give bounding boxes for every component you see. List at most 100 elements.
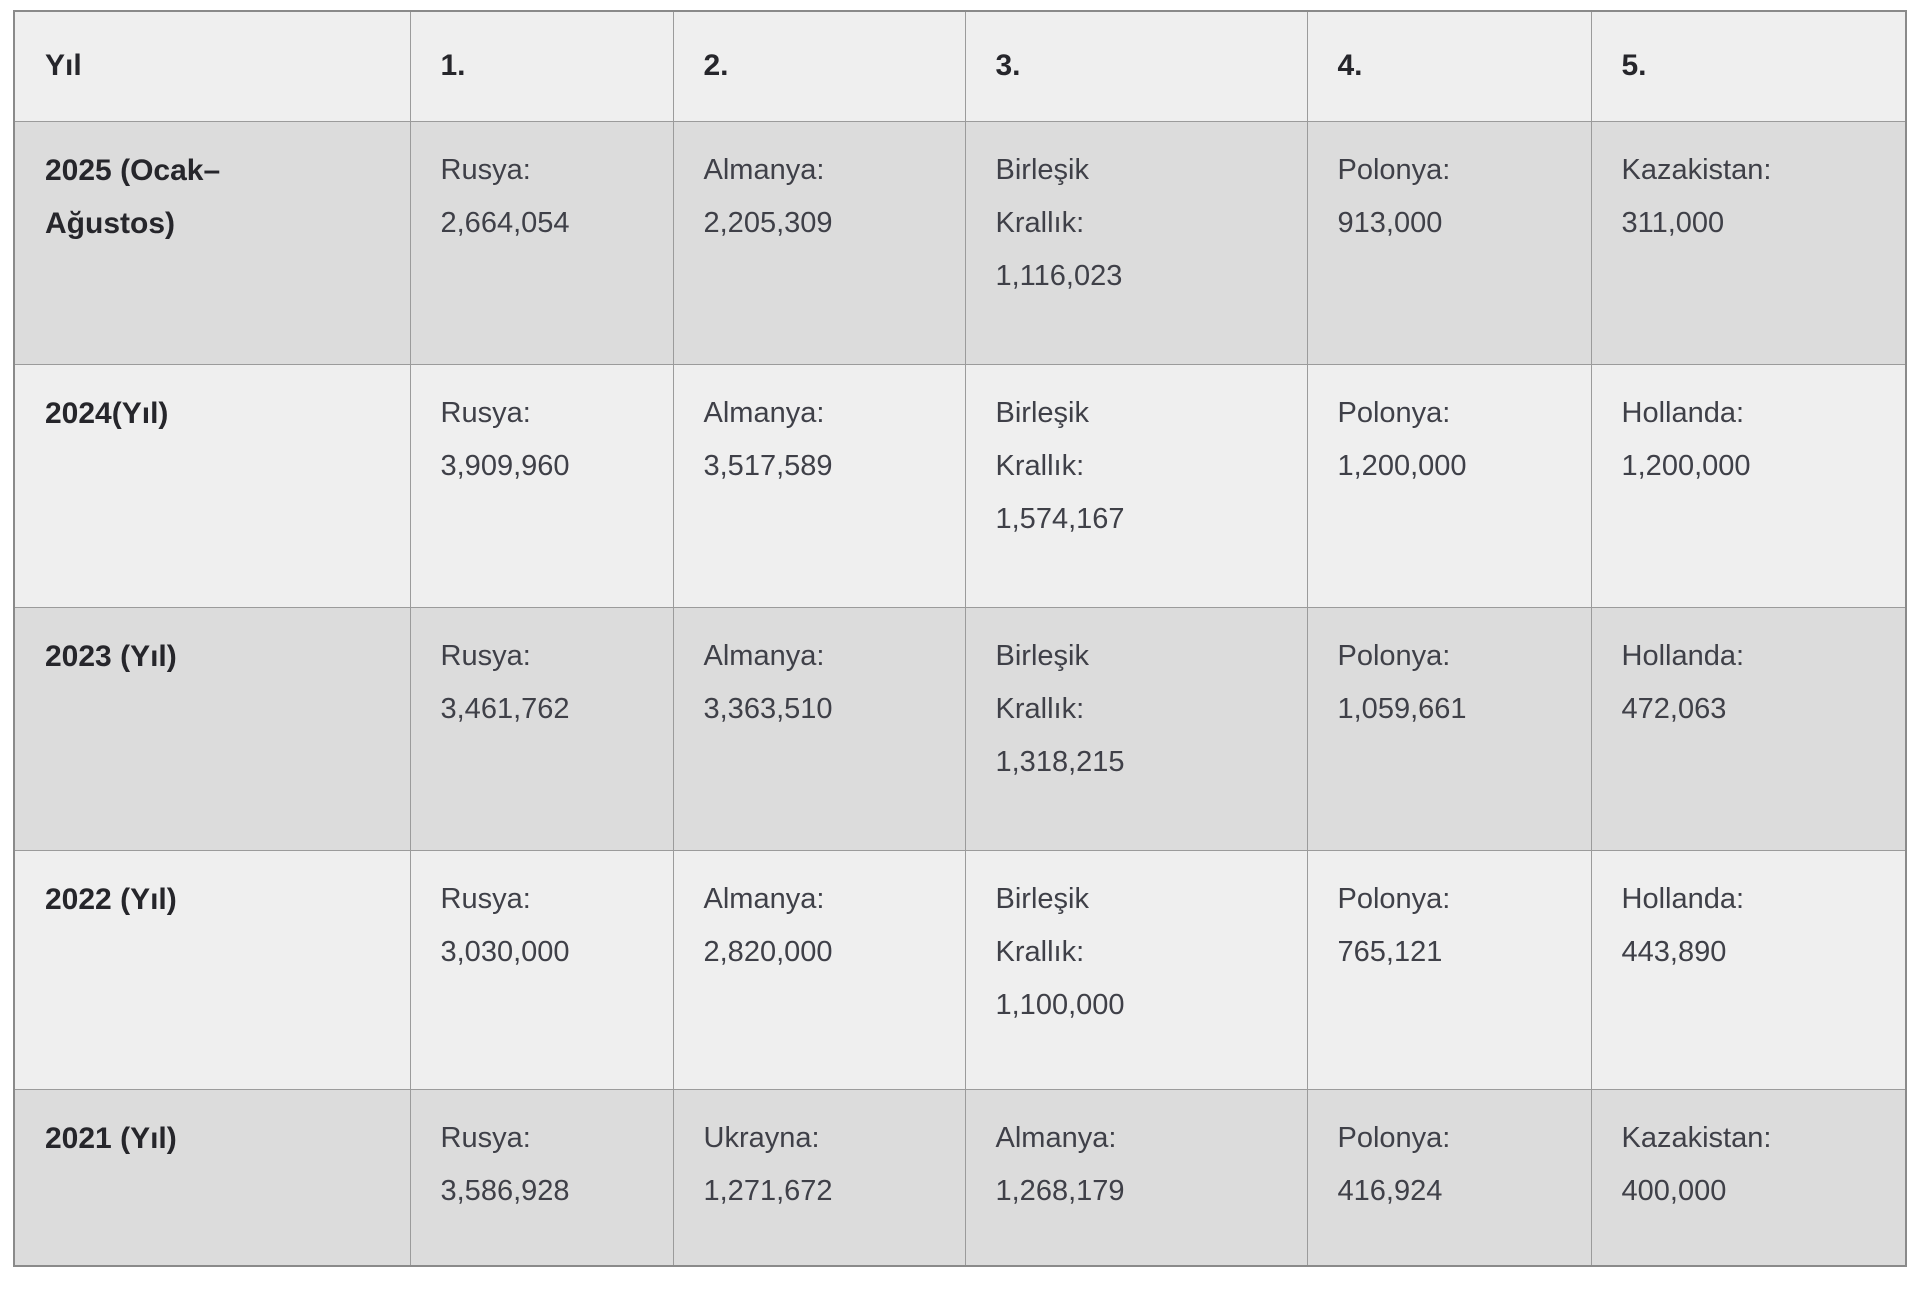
table-row: 2021 (Yıl) Rusya: 3,586,928 Ukrayna: 1,271,6… xyxy=(13,1088,1907,1267)
rank-5-cell: Kazakistan: 311,000 xyxy=(1590,120,1907,365)
year-cell: 2025 (Ocak– Ağustos) xyxy=(13,120,411,365)
cell-line: Krallık: xyxy=(995,692,1085,725)
cell-line: Almanya: xyxy=(703,882,825,915)
rank-1-cell: Rusya: 2,664,054 xyxy=(409,120,674,365)
cell-line: Kazakistan: xyxy=(1621,1121,1772,1154)
rank-3-cell: Birleşik Krallık: 1,116,023 xyxy=(964,120,1308,365)
rank-5-cell: Hollanda: 443,890 xyxy=(1590,849,1907,1090)
cell-line: 3,586,928 xyxy=(440,1174,570,1207)
cell-line: 2,205,309 xyxy=(703,206,833,239)
cell-line: 311,000 xyxy=(1621,206,1725,239)
cell-line: Rusya: xyxy=(440,882,531,915)
cell-line: 1,574,167 xyxy=(995,502,1125,535)
cell-line: Polonya: xyxy=(1337,882,1451,915)
table-body: 2025 (Ocak– Ağustos) Rusya: 2,664,054 Almany… xyxy=(13,120,1907,1267)
cell-line: 913,000 xyxy=(1337,206,1443,239)
cell-line: Polonya: xyxy=(1337,153,1451,186)
cell-line: Rusya: xyxy=(440,153,531,186)
cell-line: 3,517,589 xyxy=(703,449,833,482)
yearly-top-countries-table: Yıl 1. 2. 3. 4. 5. 2025 (Ocak– Ağustos) Rusya: 2… xyxy=(13,10,1907,1267)
cell-line: Ukrayna: xyxy=(703,1121,820,1154)
rank-3-cell: Birleşik Krallık: 1,100,000 xyxy=(964,849,1308,1090)
cell-line: Kazakistan: xyxy=(1621,153,1772,186)
rank-2-cell: Almanya: 3,517,589 xyxy=(672,363,966,608)
rank-1-cell: Rusya: 3,586,928 xyxy=(409,1088,674,1267)
cell-line: 1,200,000 xyxy=(1621,449,1751,482)
cell-line: Almanya: xyxy=(703,639,825,672)
cell-line: 2,664,054 xyxy=(440,206,570,239)
cell-line: Krallık: xyxy=(995,206,1085,239)
rank-2-cell: Almanya: 2,820,000 xyxy=(672,849,966,1090)
rank-5-cell: Hollanda: 1,200,000 xyxy=(1590,363,1907,608)
cell-line: 1,268,179 xyxy=(995,1174,1125,1207)
rank-2-cell: Almanya: 2,205,309 xyxy=(672,120,966,365)
rank-4-cell: Polonya: 416,924 xyxy=(1306,1088,1592,1267)
cell-line: 1,059,661 xyxy=(1337,692,1467,725)
cell-line: Birleşik xyxy=(995,396,1089,429)
year-cell: 2024(Yıl) xyxy=(13,363,411,608)
cell-line: Almanya: xyxy=(995,1121,1117,1154)
column-header-rank-1: 1. xyxy=(409,10,674,122)
cell-line: Hollanda: xyxy=(1621,882,1745,915)
rank-4-cell: Polonya: 1,200,000 xyxy=(1306,363,1592,608)
cell-line: 2,820,000 xyxy=(703,935,833,968)
rank-4-cell: Polonya: 765,121 xyxy=(1306,849,1592,1090)
cell-line: 3,461,762 xyxy=(440,692,570,725)
cell-line: Rusya: xyxy=(440,639,531,672)
cell-line: 400,000 xyxy=(1621,1174,1727,1207)
cell-line: Almanya: xyxy=(703,396,825,429)
column-header-rank-4: 4. xyxy=(1306,10,1592,122)
cell-line: Polonya: xyxy=(1337,396,1451,429)
table-header-row: Yıl 1. 2. 3. 4. 5. xyxy=(13,10,1907,122)
cell-line: Polonya: xyxy=(1337,639,1451,672)
cell-line: 2023 (Yıl) xyxy=(45,639,177,673)
rank-4-cell: Polonya: 1,059,661 xyxy=(1306,606,1592,851)
cell-line: 416,924 xyxy=(1337,1174,1443,1207)
cell-line: 1,200,000 xyxy=(1337,449,1467,482)
column-header-rank-3: 3. xyxy=(964,10,1308,122)
cell-line: Almanya: xyxy=(703,153,825,186)
year-cell: 2022 (Yıl) xyxy=(13,849,411,1090)
rank-3-cell: Almanya: 1,268,179 xyxy=(964,1088,1308,1267)
cell-line: Birleşik xyxy=(995,639,1089,672)
cell-line: 1,100,000 xyxy=(995,988,1125,1021)
cell-line: Hollanda: xyxy=(1621,396,1745,429)
cell-line: Birleşik xyxy=(995,882,1089,915)
table-row: 2025 (Ocak– Ağustos) Rusya: 2,664,054 Almany… xyxy=(13,120,1907,365)
year-cell: 2023 (Yıl) xyxy=(13,606,411,851)
cell-line: 472,063 xyxy=(1621,692,1727,725)
cell-line: 2022 (Yıl) xyxy=(45,882,177,916)
cell-line: 443,890 xyxy=(1621,935,1727,968)
rank-2-cell: Ukrayna: 1,271,672 xyxy=(672,1088,966,1267)
cell-line: 1,271,672 xyxy=(703,1174,833,1207)
rank-3-cell: Birleşik Krallık: 1,574,167 xyxy=(964,363,1308,608)
rank-4-cell: Polonya: 913,000 xyxy=(1306,120,1592,365)
rank-5-cell: Kazakistan: 400,000 xyxy=(1590,1088,1907,1267)
cell-line: 2025 (Ocak– xyxy=(45,153,221,187)
cell-line: Hollanda: xyxy=(1621,639,1745,672)
table-row: 2023 (Yıl) Rusya: 3,461,762 Almanya: 3,363,5… xyxy=(13,606,1907,851)
cell-line: Krallık: xyxy=(995,935,1085,968)
column-header-rank-5: 5. xyxy=(1590,10,1907,122)
cell-line: 2021 (Yıl) xyxy=(45,1121,177,1155)
column-header-year: Yıl xyxy=(13,10,411,122)
cell-line: 2024(Yıl) xyxy=(45,396,169,430)
cell-line: Polonya: xyxy=(1337,1121,1451,1154)
cell-line: 3,909,960 xyxy=(440,449,570,482)
cell-line: Birleşik xyxy=(995,153,1089,186)
rank-1-cell: Rusya: 3,030,000 xyxy=(409,849,674,1090)
cell-line: Krallık: xyxy=(995,449,1085,482)
rank-5-cell: Hollanda: 472,063 xyxy=(1590,606,1907,851)
rank-2-cell: Almanya: 3,363,510 xyxy=(672,606,966,851)
table-row: 2024(Yıl) Rusya: 3,909,960 Almanya: 3,517,58… xyxy=(13,363,1907,608)
cell-line: 3,030,000 xyxy=(440,935,570,968)
table-row: 2022 (Yıl) Rusya: 3,030,000 Almanya: 2,820,0… xyxy=(13,849,1907,1090)
cell-line: 1,116,023 xyxy=(995,259,1123,292)
cell-line: Ağustos) xyxy=(45,206,175,240)
cell-line: Rusya: xyxy=(440,396,531,429)
cell-line: Rusya: xyxy=(440,1121,531,1154)
rank-1-cell: Rusya: 3,461,762 xyxy=(409,606,674,851)
rank-1-cell: Rusya: 3,909,960 xyxy=(409,363,674,608)
cell-line: 1,318,215 xyxy=(995,745,1125,778)
cell-line: 765,121 xyxy=(1337,935,1443,968)
